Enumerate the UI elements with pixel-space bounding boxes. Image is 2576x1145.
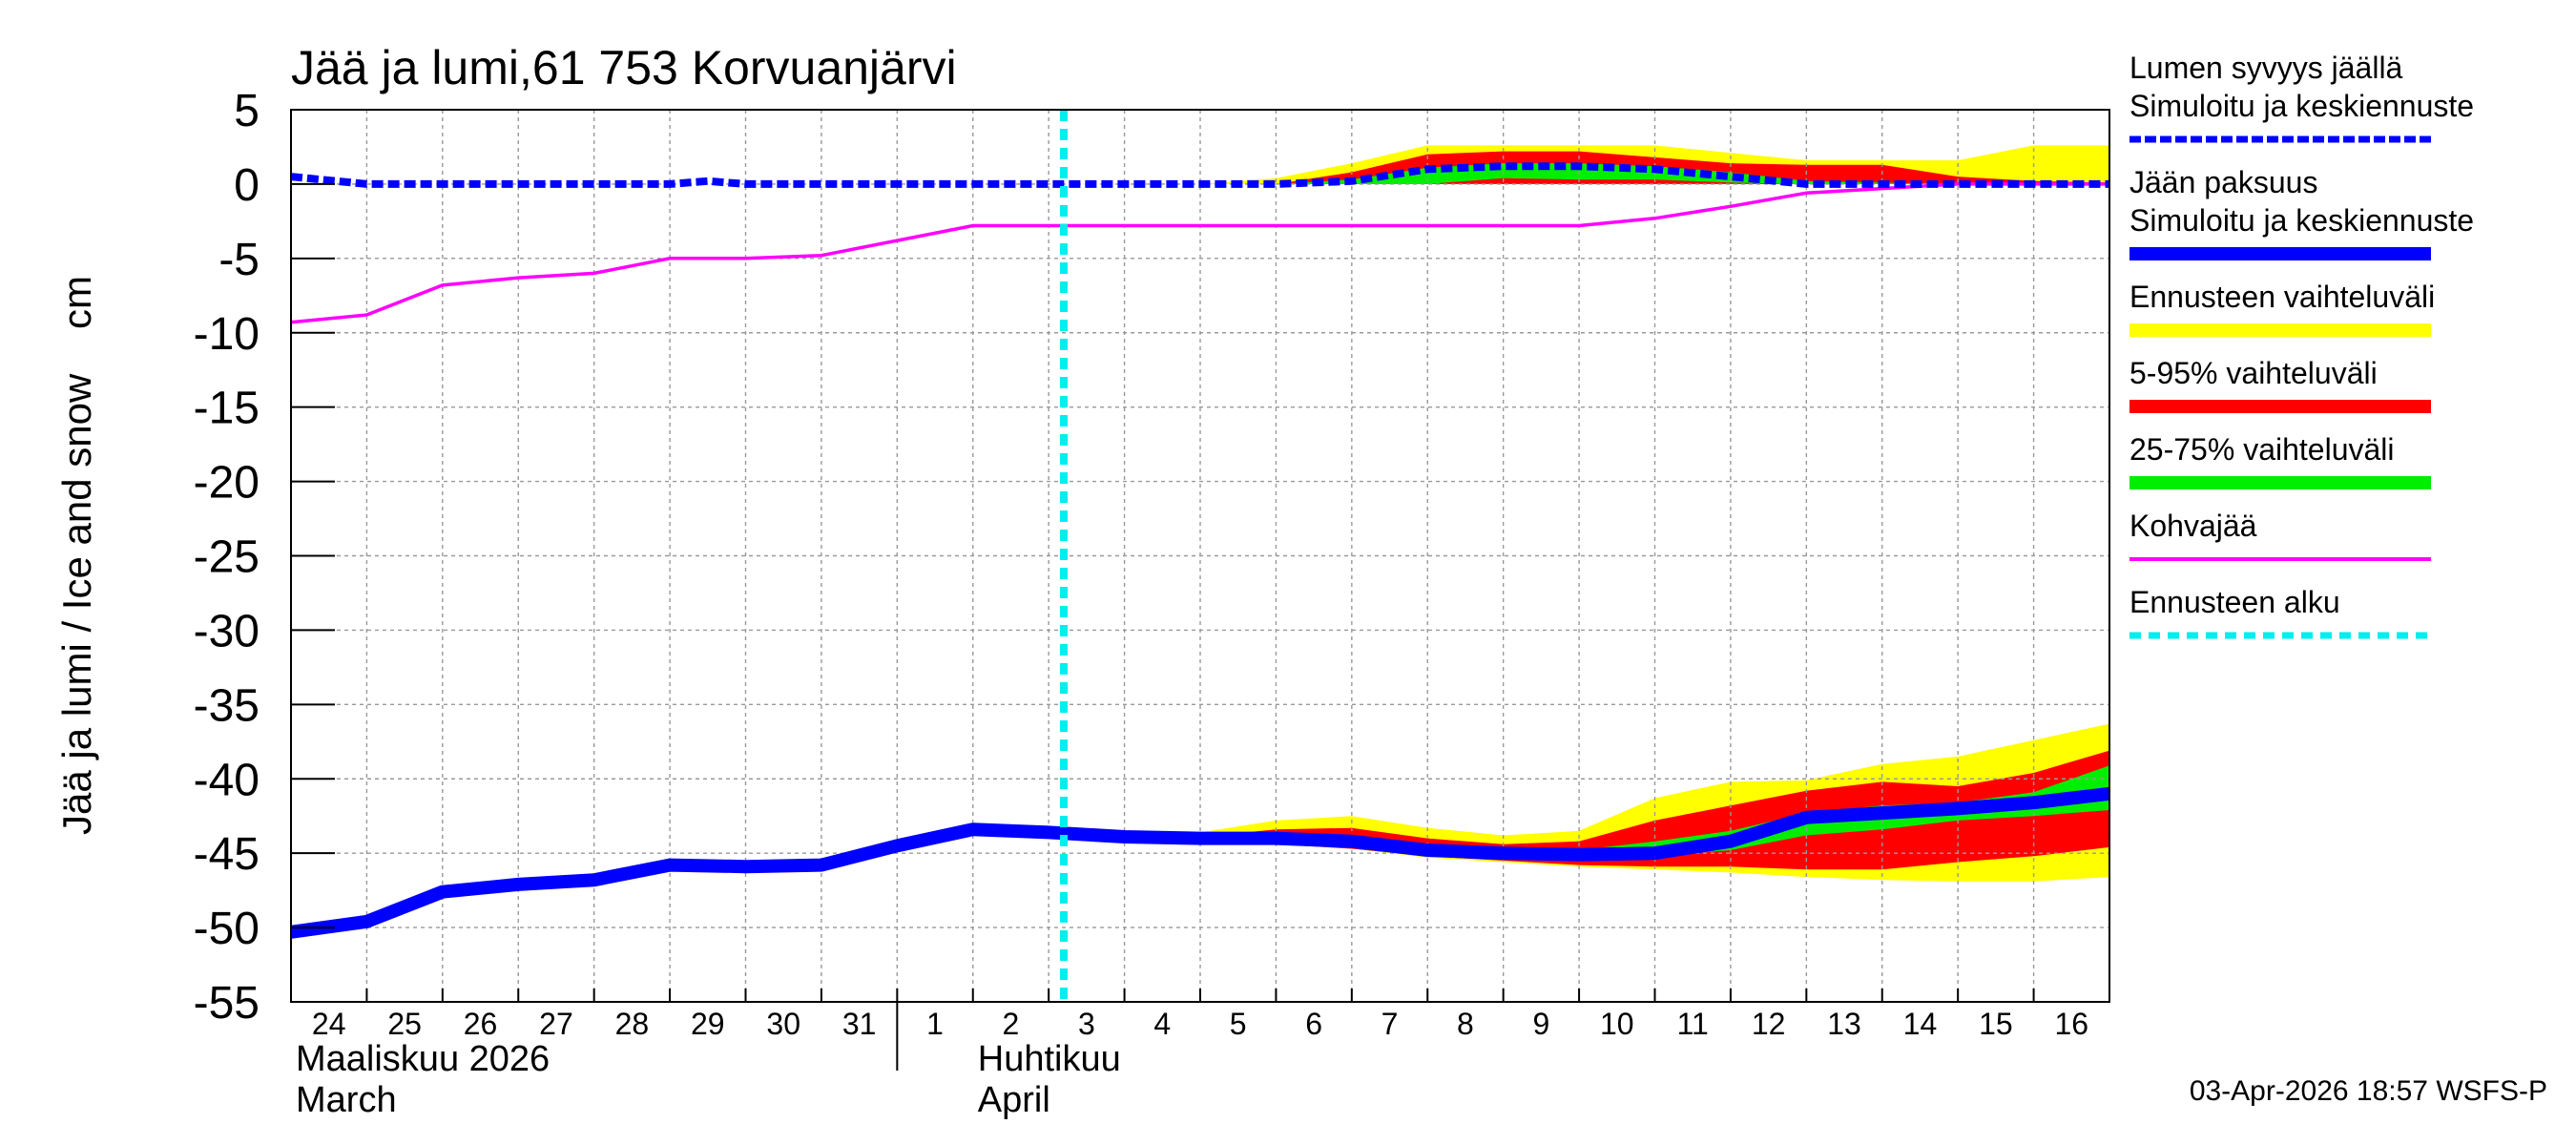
x-tick-label: 13 <box>1827 1007 1861 1041</box>
y-tick-label: -30 <box>194 606 260 656</box>
y-tick-label: -10 <box>194 309 260 360</box>
y-tick-label: 0 <box>234 160 260 211</box>
x-tick-label: 28 <box>615 1007 650 1041</box>
x-tick-label: 12 <box>1752 1007 1786 1041</box>
x-tick-label: 5 <box>1230 1007 1247 1041</box>
legend-label: Jään paksuus <box>2129 165 2317 199</box>
y-tick-label: -55 <box>194 978 260 1029</box>
x-tick-label: 31 <box>842 1007 877 1041</box>
y-tick-label: -50 <box>194 904 260 954</box>
legend: Lumen syvyys jäällä Simuloitu ja keskienn… <box>2129 51 2474 639</box>
y-tick-label: -40 <box>194 755 260 805</box>
x-tick-label: 14 <box>1903 1007 1938 1041</box>
y-tick-label: -15 <box>194 384 260 434</box>
legend-label: 5-95% vaihteluväli <box>2129 356 2378 390</box>
legend-sublabel: Simuloitu ja keskiennuste <box>2129 89 2474 123</box>
month-label-en: April <box>978 1080 1050 1120</box>
x-tick-label: 9 <box>1532 1007 1549 1041</box>
axes: 50-5-10-15-20-25-30-35-40-45-50-55 24 25 26… <box>194 86 2110 1120</box>
x-tick-label: 1 <box>926 1007 944 1041</box>
x-tick-label: 16 <box>2054 1007 2088 1041</box>
x-tick-label: 4 <box>1153 1007 1171 1041</box>
month-label-fi: Maaliskuu 2026 <box>296 1039 550 1079</box>
x-tick-label: 27 <box>539 1007 573 1041</box>
x-tick-label: 6 <box>1305 1007 1322 1041</box>
y-tick-label: -20 <box>194 458 260 509</box>
month-label-fi: Huhtikuu <box>978 1039 1121 1079</box>
y-tick-label: 5 <box>234 86 260 136</box>
x-tick-label: 29 <box>691 1007 725 1041</box>
x-tick-label: 11 <box>1677 1007 1709 1041</box>
y-tick-label: -45 <box>194 829 260 880</box>
slush-ice-line <box>290 182 2109 324</box>
x-tick-label: 10 <box>1600 1007 1634 1041</box>
y-axis-label: Jää ja lumi / Ice and snow cm <box>54 276 99 835</box>
x-tick-label: 26 <box>464 1007 498 1041</box>
legend-label: Kohvajää <box>2129 509 2257 543</box>
x-tick-label: 24 <box>312 1007 346 1041</box>
legend-sublabel: Simuloitu ja keskiennuste <box>2129 203 2474 238</box>
timestamp: 03-Apr-2026 18:57 WSFS-P <box>2190 1075 2547 1107</box>
ice-thickness-line <box>290 786 2110 939</box>
legend-label: Ennusteen vaihteluväli <box>2129 280 2435 314</box>
x-tick-label: 3 <box>1078 1007 1095 1041</box>
month-label-en: March <box>296 1080 397 1120</box>
legend-label: Ennusteen alku <box>2129 585 2340 619</box>
chart-title: Jää ja lumi,61 753 Korvuanjärvi <box>291 41 957 94</box>
x-tick-label: 8 <box>1457 1007 1474 1041</box>
x-tick-label: 2 <box>1003 1007 1020 1041</box>
y-tick-label: -35 <box>194 680 260 731</box>
x-tick-label: 25 <box>387 1007 422 1041</box>
y-tick-label: -5 <box>218 235 260 285</box>
y-tick-label: -25 <box>194 532 260 583</box>
series-lines <box>290 110 2110 1002</box>
legend-label: 25-75% vaihteluväli <box>2129 432 2395 467</box>
x-tick-label: 30 <box>766 1007 800 1041</box>
x-tick-label: 7 <box>1381 1007 1399 1041</box>
snow-depth-line <box>290 162 2109 188</box>
x-tick-label: 15 <box>1979 1007 2013 1041</box>
legend-label: Lumen syvyys jäällä <box>2129 51 2403 85</box>
snow-25-75-band <box>1064 163 2109 184</box>
